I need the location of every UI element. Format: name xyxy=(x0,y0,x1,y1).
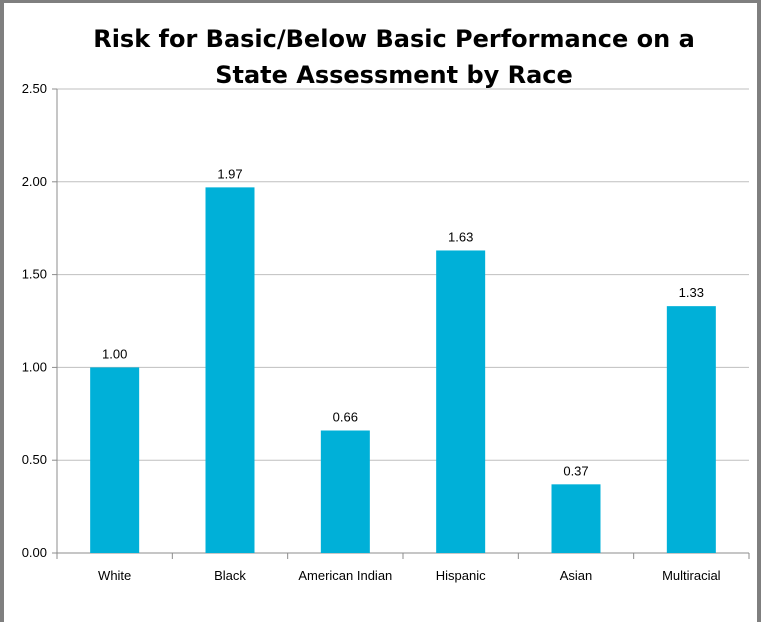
bar-multiracial xyxy=(666,306,716,553)
category-label: Black xyxy=(214,568,246,583)
bar-black xyxy=(205,187,255,554)
data-label: 0.37 xyxy=(563,463,588,478)
data-label: 1.00 xyxy=(102,346,127,361)
chart-title-line-1: Risk for Basic/Below Basic Performance o… xyxy=(93,25,695,53)
chart-title-line-2: State Assessment by Race xyxy=(215,61,573,89)
y-tick-label: 1.50 xyxy=(22,267,47,282)
bar-asian xyxy=(551,484,601,553)
y-tick-label: 2.50 xyxy=(22,81,47,96)
category-label: Multiracial xyxy=(662,568,721,583)
y-tick-label: 1.00 xyxy=(22,359,47,374)
category-label: White xyxy=(98,568,131,583)
bars xyxy=(90,187,716,554)
axes xyxy=(52,88,750,559)
chart-title: Risk for Basic/Below Basic Performance o… xyxy=(64,21,724,93)
gridlines xyxy=(57,88,749,461)
y-tick-label: 0.50 xyxy=(22,452,47,467)
category-label: American Indian xyxy=(298,568,392,583)
data-label: 1.33 xyxy=(679,285,704,300)
y-tick-label: 2.00 xyxy=(22,174,47,189)
data-label: 1.63 xyxy=(448,229,473,244)
labels: 0.00 0.50 1.00 1.50 2.00 2.50 1.00 White 1.97 Bla… xyxy=(22,81,721,583)
category-label: Hispanic xyxy=(436,568,486,583)
data-label: 0.66 xyxy=(333,410,358,425)
bar-white xyxy=(90,367,140,553)
category-label: Asian xyxy=(560,568,593,583)
bar-hispanic xyxy=(436,250,486,554)
y-tick-label: 0.00 xyxy=(22,545,47,560)
data-label: 1.97 xyxy=(217,166,242,181)
bar-american-indian xyxy=(320,430,370,553)
